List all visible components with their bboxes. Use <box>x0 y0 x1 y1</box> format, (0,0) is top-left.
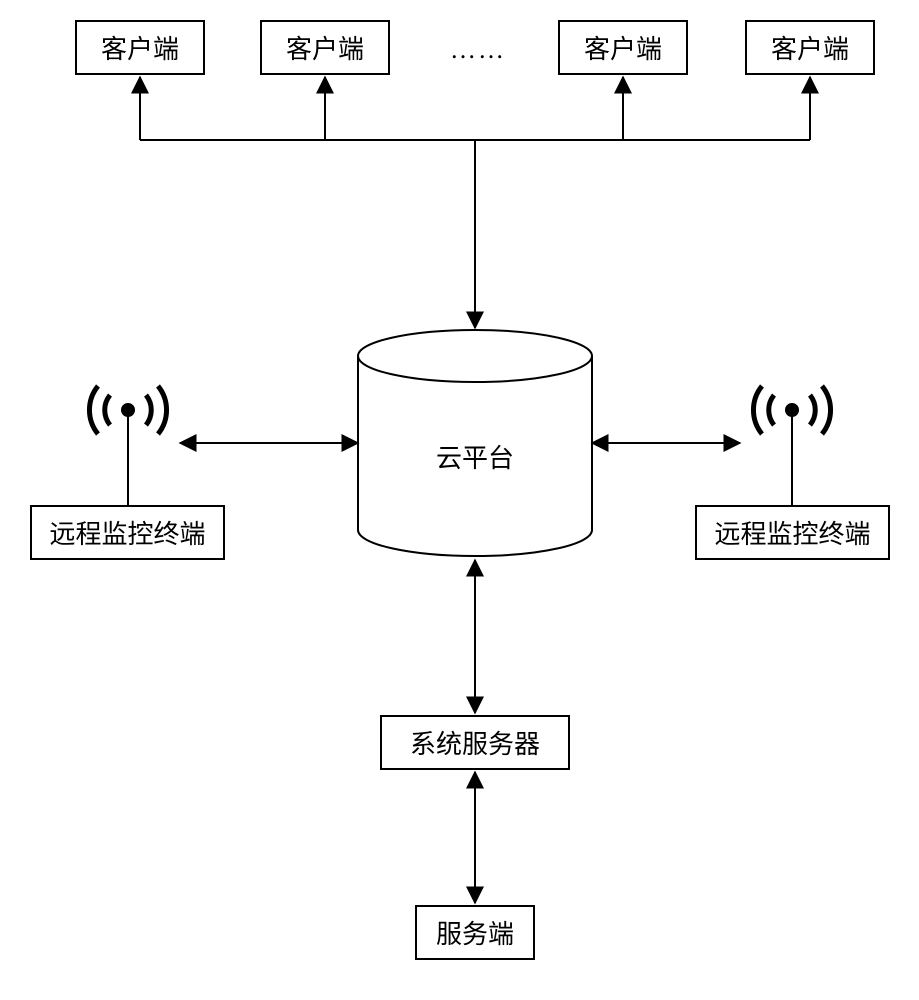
client-label-4: 客户端 <box>771 29 849 66</box>
client-box-4: 客户端 <box>745 20 875 75</box>
client-label-3: 客户端 <box>584 29 662 66</box>
client-box-3: 客户端 <box>558 20 688 75</box>
remote-terminal-right: 远程监控终端 <box>695 505 890 560</box>
antenna-left-icon <box>89 386 166 505</box>
system-server-box: 系统服务器 <box>380 715 570 770</box>
remote-terminal-right-label: 远程监控终端 <box>714 514 870 551</box>
client-box-2: 客户端 <box>260 20 390 75</box>
diagram-canvas: 客户端 客户端 …… 客户端 客户端 远程监控终端 远程监控终端 系统服务器 服… <box>0 0 919 1000</box>
cloud-platform-label: 云平台 <box>436 438 514 475</box>
service-end-label: 服务端 <box>436 914 514 951</box>
ellipsis-text: …… <box>450 35 506 65</box>
system-server-label: 系统服务器 <box>410 724 540 761</box>
service-end-box: 服务端 <box>415 905 535 960</box>
client-box-1: 客户端 <box>75 20 205 75</box>
remote-terminal-left: 远程监控终端 <box>30 505 225 560</box>
remote-terminal-left-label: 远程监控终端 <box>49 514 205 551</box>
cloud-platform-label-container: 云平台 <box>358 356 592 557</box>
antenna-right-icon <box>753 386 830 505</box>
client-bus <box>140 77 810 328</box>
client-label-2: 客户端 <box>286 29 364 66</box>
client-label-1: 客户端 <box>101 29 179 66</box>
